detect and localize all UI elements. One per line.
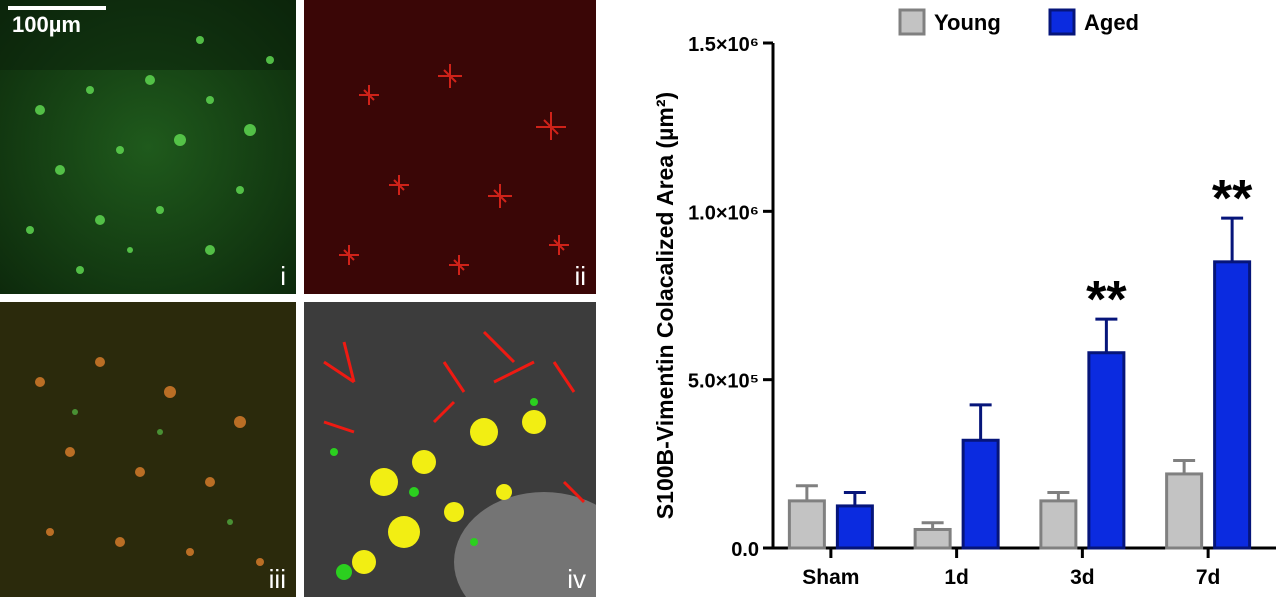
panel-label-iii: iii: [268, 564, 286, 594]
bar-young: [1039, 499, 1078, 550]
legend-swatch-aged: [1048, 8, 1076, 36]
bar-aged: [961, 438, 1000, 550]
y-axis-title: S100B-Vimentin Colacalized Area (µm²): [652, 92, 678, 519]
merged-channel-image: [0, 302, 296, 597]
scale-bar-label: 100µm: [12, 12, 81, 37]
x-tick-label: 7d: [1196, 566, 1221, 589]
scale-bar: [8, 6, 106, 10]
y-tick-label: 1.0×10⁶: [688, 202, 759, 224]
significance-marker: **: [1086, 271, 1127, 329]
bar-aged: [1087, 351, 1126, 550]
green-channel-image: [0, 0, 296, 294]
micrograph-panel-i: i 100µm: [0, 0, 296, 294]
panel-label-ii: ii: [574, 261, 586, 291]
bar-chart: 0.0 5.0×10⁵ 1.0×10⁶ 1.5×10⁶ S100B-Vimentin C…: [600, 0, 1280, 597]
bar-aged: [835, 504, 874, 550]
colocalization-image: [304, 302, 596, 597]
legend-label-young: Young: [934, 10, 1001, 35]
bar-young: [913, 527, 952, 550]
x-tick-label: 3d: [1070, 566, 1095, 589]
y-tick-label: 5.0×10⁵: [688, 371, 759, 393]
significance-marker: **: [1212, 170, 1253, 228]
legend-swatch-young: [898, 8, 926, 36]
x-tick-label: Sham: [802, 566, 859, 589]
red-channel-image: [304, 0, 596, 294]
legend-label-aged: Aged: [1084, 10, 1139, 35]
micrograph-panel-iii: iii: [0, 302, 296, 597]
panel-label-iv: iv: [567, 564, 586, 594]
x-tick-label: 1d: [944, 566, 969, 589]
panel-label-i: i: [280, 261, 286, 291]
bar-young: [1165, 472, 1204, 550]
micrograph-panel-iv: iv: [304, 302, 596, 597]
bar-chart-svg: 0.0 5.0×10⁵ 1.0×10⁶ 1.5×10⁶ S100B-Vimentin C…: [652, 8, 1276, 589]
y-tick-label: 0.0: [731, 539, 759, 561]
y-tick-label: 1.5×10⁶: [688, 34, 759, 56]
bar-aged: [1213, 260, 1252, 550]
micrograph-panel-ii: ii: [304, 0, 596, 294]
bar-young: [787, 499, 826, 550]
